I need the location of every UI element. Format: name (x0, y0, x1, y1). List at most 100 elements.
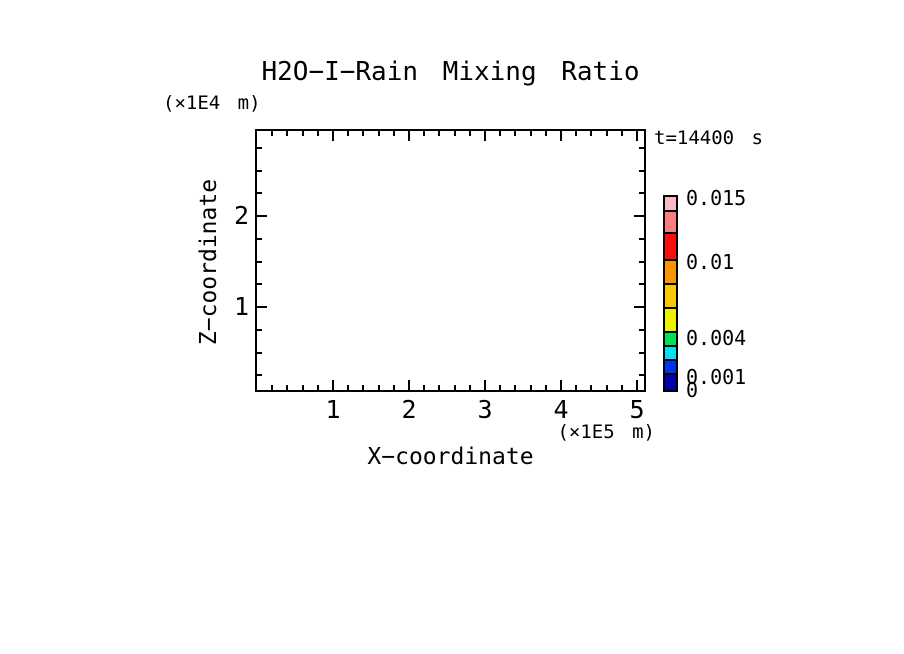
x-axis-tick (423, 131, 425, 136)
x-tick-label: 2 (401, 395, 417, 424)
x-axis-tick (286, 385, 288, 390)
colorbar-segment (665, 212, 676, 234)
x-axis-tick (423, 385, 425, 390)
y-axis-tick (257, 283, 262, 285)
x-axis-tick (514, 131, 516, 136)
x-axis-tick (317, 385, 319, 390)
y-axis-tick (257, 329, 262, 331)
y-axis-tick (634, 215, 644, 217)
colorbar-tick-label: 0.01 (686, 250, 735, 274)
y-axis-tick (639, 147, 644, 149)
y-axis-tick (257, 147, 262, 149)
y-axis-tick (639, 283, 644, 285)
x-axis-tick (545, 385, 547, 390)
y-axis-tick (257, 238, 262, 240)
x-axis-unit-label: (×1E5 m) (557, 421, 655, 443)
x-axis-tick (560, 380, 562, 390)
y-axis-tick (639, 352, 644, 354)
x-axis-tick (408, 380, 410, 390)
y-axis-tick (257, 261, 262, 263)
x-axis-tick (302, 385, 304, 390)
y-axis-tick (639, 170, 644, 172)
x-axis-tick (438, 385, 440, 390)
y-axis-tick (634, 306, 644, 308)
y-tick-label: 2 (233, 201, 249, 230)
y-axis-title: Z−coordinate (196, 178, 222, 346)
y-axis-tick (639, 192, 644, 194)
x-axis-tick (271, 131, 273, 136)
x-axis-tick (636, 131, 638, 141)
x-axis-tick (347, 385, 349, 390)
colorbar-segment (665, 284, 676, 310)
colorbar-segment (665, 374, 676, 390)
x-axis-tick (454, 131, 456, 136)
x-axis-tick (317, 131, 319, 136)
colorbar-segment (665, 361, 676, 375)
x-axis-tick (560, 131, 562, 141)
x-axis-tick (499, 131, 501, 136)
x-axis-tick (454, 385, 456, 390)
x-axis-tick (378, 131, 380, 136)
x-axis-tick (499, 385, 501, 390)
y-axis-tick (257, 352, 262, 354)
x-axis-tick (636, 380, 638, 390)
plot-title: H2O−I−Rain Mixing Ratio (261, 57, 640, 87)
y-tick-label: 1 (233, 292, 249, 321)
colorbar-segment (665, 197, 676, 213)
y-axis-tick (639, 329, 644, 331)
y-axis-unit-label: (×1E4 m) (163, 92, 261, 114)
x-axis-tick (484, 131, 486, 141)
y-axis-tick (257, 374, 262, 376)
colorbar-segment (665, 260, 676, 285)
x-axis-tick (302, 131, 304, 136)
x-axis-tick (408, 131, 410, 141)
y-axis-tick (639, 261, 644, 263)
colorbar-segment (665, 346, 676, 362)
x-axis-tick (393, 131, 395, 136)
x-axis-tick (621, 131, 623, 136)
x-tick-label: 1 (325, 395, 341, 424)
colorbar-segment (665, 233, 676, 261)
x-axis-tick (621, 385, 623, 390)
colorbar-segment (665, 333, 676, 347)
y-axis-tick (257, 215, 267, 217)
y-axis-tick (257, 170, 262, 172)
colorbar-tick-label: 0.001 (686, 365, 747, 389)
x-axis-tick (606, 385, 608, 390)
time-annotation: t=14400 s (654, 127, 763, 149)
y-axis-tick (639, 238, 644, 240)
colorbar-tick-label: 0 (686, 378, 699, 402)
x-axis-tick (484, 380, 486, 390)
y-axis-tick (257, 192, 262, 194)
x-axis-title: X−coordinate (367, 444, 534, 470)
x-tick-label: 3 (477, 395, 493, 424)
x-axis-tick (332, 131, 334, 141)
x-axis-tick (378, 385, 380, 390)
x-axis-tick (590, 385, 592, 390)
y-axis-tick (257, 306, 267, 308)
colorbar-segment (665, 309, 676, 334)
x-axis-tick (469, 385, 471, 390)
colorbar-tick-label: 0.004 (686, 326, 747, 350)
x-axis-tick (271, 385, 273, 390)
x-axis-tick (347, 131, 349, 136)
x-axis-tick (469, 131, 471, 136)
x-axis-tick (362, 131, 364, 136)
colorbar (663, 195, 678, 392)
x-axis-tick (606, 131, 608, 136)
plot-frame (255, 129, 646, 392)
x-tick-label: 5 (629, 395, 645, 424)
x-axis-tick (393, 385, 395, 390)
x-axis-tick (530, 385, 532, 390)
x-axis-tick (438, 131, 440, 136)
x-axis-tick (545, 131, 547, 136)
x-axis-tick (514, 385, 516, 390)
colorbar-tick-label: 0.015 (686, 186, 747, 210)
x-tick-label: 4 (553, 395, 569, 424)
x-axis-tick (362, 385, 364, 390)
x-axis-tick (530, 131, 532, 136)
y-axis-tick (639, 374, 644, 376)
x-axis-tick (286, 131, 288, 136)
x-axis-tick (575, 385, 577, 390)
